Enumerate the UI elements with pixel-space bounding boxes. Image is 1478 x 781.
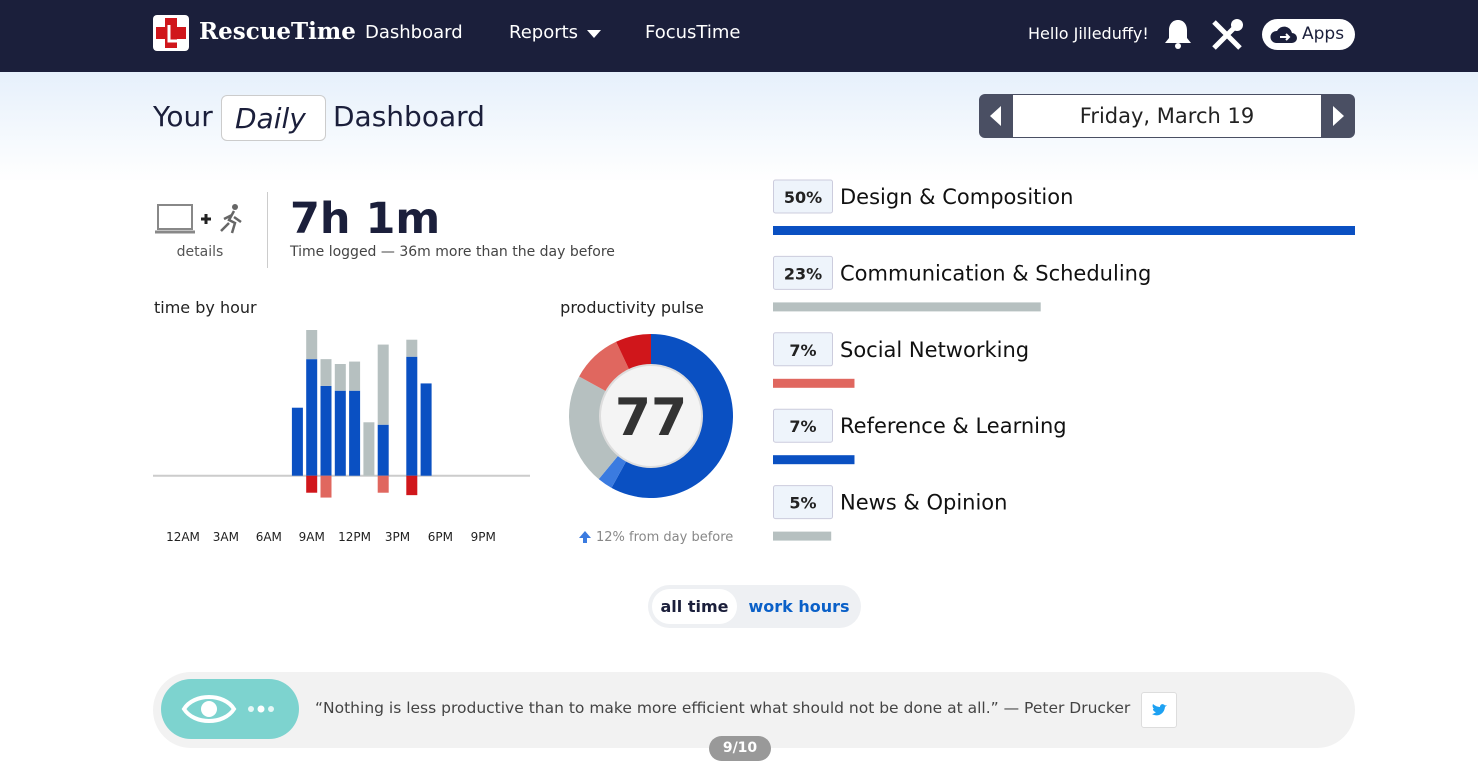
category-name: Reference & Learning (840, 414, 1067, 438)
twitter-button[interactable] (1141, 692, 1177, 728)
bar (377, 424, 389, 476)
pulse-segment (569, 376, 620, 480)
apps-button[interactable]: Apps (1262, 19, 1355, 50)
x-tick-label: 9PM (471, 530, 496, 544)
bar (363, 422, 375, 476)
nav-link[interactable]: Reports (509, 22, 579, 43)
pulse-score: 77 (615, 388, 687, 448)
x-tick-label: 3AM (213, 530, 239, 544)
x-tick-label: 3PM (385, 530, 410, 544)
pulse-segment (579, 341, 630, 392)
x-tick-label: 12AM (166, 530, 200, 544)
bar (334, 364, 346, 391)
percent-label: 50% (784, 188, 822, 207)
category-bar (773, 226, 1355, 235)
total-time: 7h 1m (290, 194, 441, 244)
period: Daily (235, 102, 306, 135)
category-list: 50% Design & Composition 23% Communication … (773, 179, 1355, 541)
percent-badge (773, 179, 833, 214)
pulse-segment (611, 334, 733, 498)
bar (406, 339, 418, 357)
up-arrow (579, 531, 591, 543)
eye-icon (181, 695, 274, 723)
bar (349, 390, 361, 476)
hour-chart: 12AM 3AM 6AM 9AM 12PM 3PM 6PM 9PM (153, 330, 530, 544)
category-bar (773, 455, 855, 465)
bar (334, 390, 346, 476)
details-link[interactable]: details (176, 244, 224, 260)
bar (420, 383, 432, 476)
category-bar (773, 378, 855, 388)
bar (377, 475, 389, 493)
category-bar (773, 531, 832, 541)
divider (267, 192, 268, 268)
bar (306, 475, 318, 493)
percent-label: 5% (789, 494, 816, 513)
chart-title: productivity pulse (560, 298, 704, 317)
percent-label: 23% (784, 264, 822, 283)
percent-badge (773, 408, 833, 443)
percent-label: 7% (789, 417, 816, 436)
pulse-note: 12% from day before (596, 530, 734, 545)
eye-button[interactable] (161, 679, 299, 739)
heading: Your (153, 100, 213, 133)
x-tick-label: 6PM (428, 530, 453, 544)
bell-icon[interactable] (1163, 18, 1193, 50)
toggle: all time work hours (648, 585, 861, 628)
bar (377, 344, 389, 425)
navbar: RescueTime Dashboard Reports FocusTime H… (0, 0, 1478, 72)
date-box[interactable] (1013, 95, 1321, 137)
nav-link[interactable]: Dashboard (365, 22, 463, 43)
device-icons (155, 204, 242, 234)
period-select[interactable]: Daily (221, 95, 326, 141)
bar (349, 361, 361, 391)
nav-link[interactable]: FocusTime (645, 22, 741, 43)
twitter-icon (1152, 704, 1167, 716)
pulse-chart: 77 (569, 334, 733, 498)
bar (406, 356, 418, 476)
apps-label: Apps (1302, 24, 1345, 44)
bar (306, 359, 318, 476)
bar (306, 330, 318, 360)
bar (320, 385, 332, 476)
chart-title: time by hour (154, 298, 257, 317)
quote-box: “Nothing is less productive than to make… (153, 672, 1355, 748)
category-name: Design & Composition (840, 185, 1073, 209)
category-name: Social Networking (840, 338, 1029, 362)
x-tick-label: 12PM (338, 530, 371, 544)
percent-badge (773, 255, 833, 290)
pulse-segment (598, 454, 627, 488)
date: Friday, March 19 (1079, 104, 1255, 128)
arrows[interactable] (979, 94, 1355, 138)
tools-icon[interactable] (1210, 18, 1244, 52)
category-name: Communication & Scheduling (840, 261, 1151, 285)
percent-badge (773, 332, 833, 367)
percent-badge (773, 485, 833, 520)
x-tick-label: 6AM (256, 530, 282, 544)
toggle-active (652, 589, 737, 624)
toggle-option[interactable]: work hours (748, 597, 850, 616)
page-indicator: 9/10 (709, 736, 771, 761)
pulse-center (599, 364, 703, 468)
time-note: Time logged — 36m more than the day befo… (290, 244, 615, 260)
heading: Dashboard (333, 100, 485, 133)
toggle-option[interactable]: all time (660, 597, 729, 616)
bar (320, 359, 332, 386)
bar (320, 475, 332, 498)
x-tick-label: 9AM (299, 530, 325, 544)
quote: “Nothing is less productive than to make… (315, 699, 1131, 717)
caret (587, 30, 601, 38)
category-bar (773, 302, 1041, 312)
logo-icon (153, 15, 189, 51)
bar (406, 475, 418, 496)
cloud-icon (1270, 26, 1297, 43)
bar (291, 407, 303, 476)
pulse-segment (616, 334, 651, 371)
greeting: Hello Jilleduffy! (1028, 24, 1149, 43)
logo[interactable]: RescueTime (199, 18, 356, 45)
percent-label: 7% (789, 341, 816, 360)
date-picker: Friday, March 19 (979, 94, 1355, 138)
category-name: News & Opinion (840, 491, 1007, 515)
